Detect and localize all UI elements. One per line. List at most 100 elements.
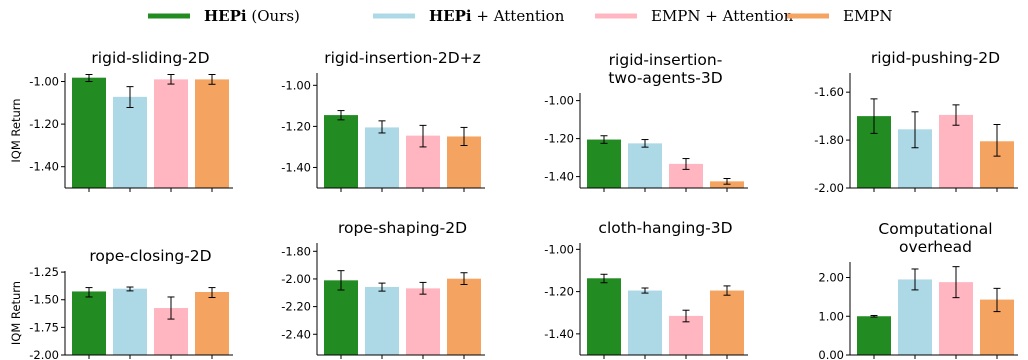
error-bar	[337, 270, 345, 291]
error-bar	[993, 287, 1001, 313]
chart-panel: rigid-pushing-2D -1.60 -1.80 -2.00	[814, 49, 1018, 195]
bar	[113, 96, 147, 188]
error-bar	[911, 268, 919, 291]
charts: rigid-sliding-2D -1.00 -1.20 -1.40 IQM Retur…	[9, 49, 1018, 360]
y-tick-label: -1.40	[281, 160, 311, 174]
y-tick-label: -1.00	[544, 94, 574, 108]
y-tick-label: -1.20	[281, 119, 311, 133]
bar	[154, 79, 188, 188]
legend-label: EMPN	[843, 7, 893, 25]
bar	[195, 292, 229, 355]
error-bar	[126, 86, 134, 108]
bar	[365, 286, 399, 355]
bar	[857, 316, 891, 355]
y-tick-label: -1.80	[814, 133, 844, 147]
error-bar	[911, 111, 919, 149]
legend-label: EMPN + Attention	[651, 7, 794, 25]
y-tick-label: -2.00	[814, 181, 844, 195]
y-tick-label: -1.00	[281, 78, 311, 92]
error-bar	[460, 126, 468, 146]
error-bar	[167, 296, 175, 320]
error-bar	[870, 98, 878, 134]
error-bar	[600, 273, 608, 284]
chart-panel: rigid-insertion-2D+z -1.00 -1.20 -1.40	[281, 49, 485, 192]
error-bar	[419, 124, 427, 148]
y-tick-label: -1.00	[29, 75, 59, 89]
y-tick-label: -2.20	[281, 300, 311, 314]
error-bar	[682, 309, 690, 323]
error-bar	[167, 73, 175, 85]
bar	[365, 127, 399, 188]
error-bar	[208, 73, 216, 85]
error-bar	[600, 135, 608, 144]
error-bar	[723, 178, 731, 185]
legend-label-text: EMPN	[843, 7, 893, 25]
error-bar	[126, 286, 134, 292]
legend-item: EMPN + Attention	[595, 7, 794, 25]
legend-label-text: EMPN + Attention	[651, 7, 794, 25]
bar	[324, 115, 358, 188]
y-tick-label: -1.80	[281, 244, 311, 258]
y-tick-label: -1.50	[29, 293, 59, 307]
chart-title: cloth-hanging-3D	[598, 219, 732, 237]
chart-panel: rigid-sliding-2D -1.00 -1.20 -1.40 IQM Retur…	[9, 49, 233, 192]
chart-panel: rope-shaping-2D -1.80 -2.00 -2.20 -2.40	[281, 219, 485, 359]
legend-label: HEPi + Attention	[429, 7, 565, 25]
legend-item: EMPN	[787, 7, 893, 25]
legend-item: HEPi (Ours)	[148, 7, 300, 25]
y-tick-label: -1.00	[544, 242, 574, 256]
y-tick-label: -1.40	[544, 327, 574, 341]
error-bar	[337, 110, 345, 121]
chart-title: rigid-sliding-2D	[91, 49, 209, 67]
error-bar	[85, 287, 93, 298]
y-tick-label: -1.20	[544, 285, 574, 299]
y-tick-label: 1.00	[818, 309, 844, 323]
chart-title: rigid-pushing-2D	[871, 49, 1000, 67]
chart-title: rigid-insertion-2D+z	[324, 49, 481, 67]
error-bar	[378, 282, 386, 292]
legend-label-text: + Attention	[472, 7, 565, 25]
y-tick-label: -1.25	[29, 265, 59, 279]
legend-item: HEPi + Attention	[373, 7, 565, 25]
y-tick-label: -1.60	[814, 85, 844, 99]
chart-title: rope-shaping-2D	[338, 219, 467, 237]
bar	[669, 315, 703, 355]
y-tick-label: -2.40	[281, 327, 311, 341]
error-bar	[641, 139, 649, 148]
chart-title: overhead	[899, 238, 972, 256]
bar	[587, 139, 621, 188]
bar	[628, 143, 662, 188]
error-bar	[460, 272, 468, 285]
bar	[195, 79, 229, 188]
bar	[72, 77, 106, 188]
chart-panel: rigid-insertion-two-agents-3D -1.00 -1.20 -…	[544, 51, 748, 192]
error-bar	[419, 281, 427, 295]
chart-title: rope-closing-2D	[89, 247, 211, 265]
y-tick-label: -1.40	[29, 160, 59, 174]
bar	[628, 290, 662, 355]
bar	[406, 288, 440, 355]
error-bar	[641, 287, 649, 294]
legend-label-bold: HEPi	[204, 7, 247, 25]
bar	[72, 291, 106, 355]
bar	[710, 290, 744, 355]
bar	[939, 114, 973, 188]
error-bar	[952, 104, 960, 126]
chart-title: rigid-insertion-	[609, 51, 723, 69]
legend: HEPi (Ours) HEPi + Attention EMPN + Attent…	[148, 7, 893, 25]
error-bar	[682, 158, 690, 170]
y-tick-label: -1.20	[29, 117, 59, 131]
y-tick-label: -1.20	[544, 132, 574, 146]
chart-panel: cloth-hanging-3D -1.00 -1.20 -1.40	[544, 219, 748, 359]
y-tick-label: 2.00	[818, 271, 844, 285]
bar	[898, 279, 932, 355]
bar	[324, 280, 358, 355]
y-tick-label: -2.00	[281, 272, 311, 286]
error-bar	[993, 124, 1001, 157]
error-bar	[85, 73, 93, 83]
y-tick-label: -2.00	[29, 348, 59, 360]
error-bar	[208, 287, 216, 299]
bar	[587, 278, 621, 355]
